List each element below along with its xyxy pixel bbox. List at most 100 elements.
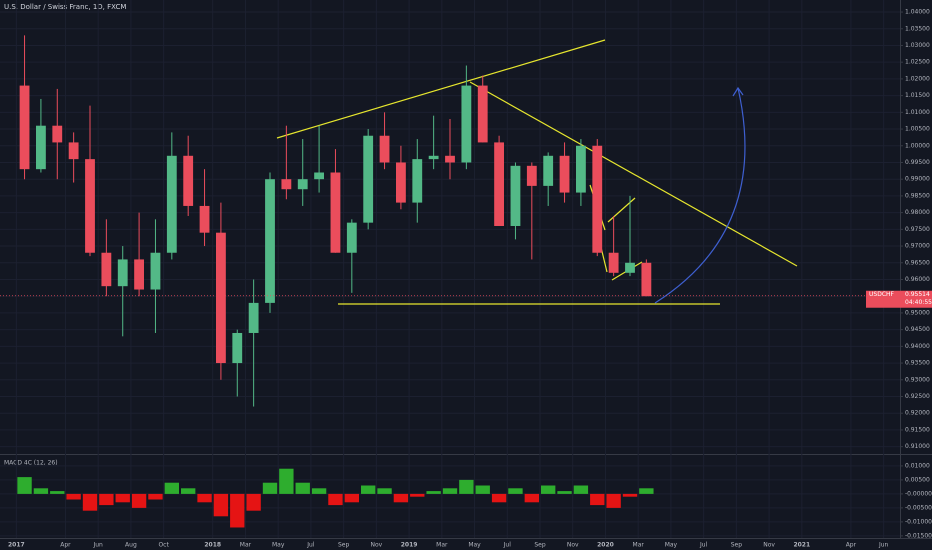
y-tick-label: 0.00500 — [905, 476, 930, 483]
candle-body — [134, 259, 144, 290]
y-tick-label: 0.01000 — [905, 462, 930, 469]
x-tick-label: 2019 — [401, 542, 418, 549]
y-tick-label: 0.98500 — [905, 192, 930, 199]
candle-body — [543, 155, 554, 186]
x-tick-label: 2018 — [204, 542, 221, 549]
macd-bar — [491, 493, 507, 503]
channel-line — [607, 197, 636, 223]
x-tick-label: Nov — [763, 542, 775, 549]
y-tick-label: 0.93000 — [905, 376, 930, 383]
x-tick-label: Mar — [240, 542, 252, 549]
macd-bar — [442, 488, 458, 494]
candle-body — [608, 252, 619, 273]
x-tick-label: Apr — [60, 542, 71, 549]
candle-body — [68, 142, 79, 160]
candle-body — [346, 222, 357, 253]
macd-bar — [541, 485, 556, 494]
candle-body — [526, 165, 537, 186]
x-tick-label: Sep — [534, 542, 546, 549]
macd-bar — [17, 477, 32, 494]
candle-body — [85, 159, 95, 253]
macd-bar — [50, 491, 65, 494]
macd-bar — [344, 493, 359, 503]
candle-body — [477, 85, 488, 143]
macd-bar — [295, 482, 310, 494]
macd-bar — [66, 493, 81, 500]
candle-body — [576, 145, 586, 193]
symbol-label: USDCHF — [869, 291, 895, 298]
y-tick-label: -0.00500 — [905, 504, 932, 511]
candle-body — [216, 232, 226, 364]
candle-body — [445, 155, 455, 163]
macd-bar — [213, 493, 229, 517]
y-tick-label: 1.03000 — [905, 42, 930, 49]
macd-bar — [164, 482, 179, 494]
macd-bar — [639, 488, 654, 494]
x-tick-label: Jun — [878, 542, 889, 549]
candle-body — [494, 142, 504, 226]
macd-bar — [262, 482, 278, 494]
arrow-head — [732, 86, 744, 97]
x-tick-label: May — [272, 542, 285, 549]
y-tick-label: 1.02500 — [905, 59, 930, 66]
candle-body — [559, 155, 570, 193]
x-tick-label: Mar — [436, 542, 448, 549]
y-tick-label: 0.96500 — [905, 259, 930, 266]
candle-body — [166, 155, 177, 253]
y-tick-label: -0.01500 — [905, 532, 932, 539]
x-tick-label: Nov — [371, 542, 383, 549]
macd-bar — [524, 493, 539, 503]
y-tick-label: 1.00500 — [905, 126, 930, 133]
candle-body — [36, 125, 46, 170]
candle-body — [510, 165, 521, 226]
y-tick-label: 1.01500 — [905, 92, 930, 99]
candle-body — [281, 179, 292, 190]
candle-body — [232, 332, 243, 364]
candle-body — [641, 262, 652, 297]
y-tick-label: 0.91500 — [905, 426, 930, 433]
x-tick-label: Jun — [92, 542, 103, 549]
candle-body — [363, 135, 374, 223]
y-tick-label: 0.92500 — [905, 393, 930, 400]
macd-bar — [311, 488, 327, 494]
candle-body — [101, 252, 112, 287]
x-tick-label: 2020 — [597, 542, 614, 549]
candle-body — [297, 179, 308, 190]
candle-body — [396, 162, 406, 203]
macd-bar — [426, 491, 441, 494]
macd-bar — [459, 479, 474, 494]
candle-body — [150, 252, 161, 290]
x-tick-label: 2021 — [793, 542, 810, 549]
candle-body — [183, 155, 194, 206]
macd-bar — [328, 493, 343, 506]
drawings — [276, 39, 798, 305]
x-tick-label: Aug — [125, 542, 137, 549]
macd-bar — [557, 491, 572, 494]
y-tick-label: 1.03500 — [905, 25, 930, 32]
macd-bar — [508, 488, 523, 494]
y-tick-label: 1.02000 — [905, 75, 930, 82]
macd-bar — [573, 485, 589, 494]
y-tick-label: 0.93500 — [905, 360, 930, 367]
x-tick-label: 2017 — [8, 542, 25, 549]
macd-bar — [361, 485, 376, 494]
macd-bar — [33, 488, 49, 494]
y-tick-label: 0.98000 — [905, 209, 930, 216]
macd-bar — [622, 493, 638, 497]
x-tick-label: Sep — [338, 542, 350, 549]
x-tick-label: Nov — [567, 542, 579, 549]
macd-bar — [148, 493, 163, 500]
candle-body — [428, 155, 439, 160]
x-tick-label: May — [665, 542, 678, 549]
candle-body — [625, 262, 635, 273]
y-tick-label: 1.00000 — [905, 142, 930, 149]
x-tick-label: Oct — [158, 542, 169, 549]
x-tick-label: Mar — [633, 542, 645, 549]
projection-arc — [654, 87, 746, 304]
y-tick-label: 0.99000 — [905, 176, 930, 183]
x-tick-label: May — [468, 542, 481, 549]
y-tick-label: 0.97500 — [905, 226, 930, 233]
candle-body — [117, 259, 128, 287]
x-tick-label: Sep — [731, 542, 743, 549]
y-tick-label: 0.94500 — [905, 326, 930, 333]
